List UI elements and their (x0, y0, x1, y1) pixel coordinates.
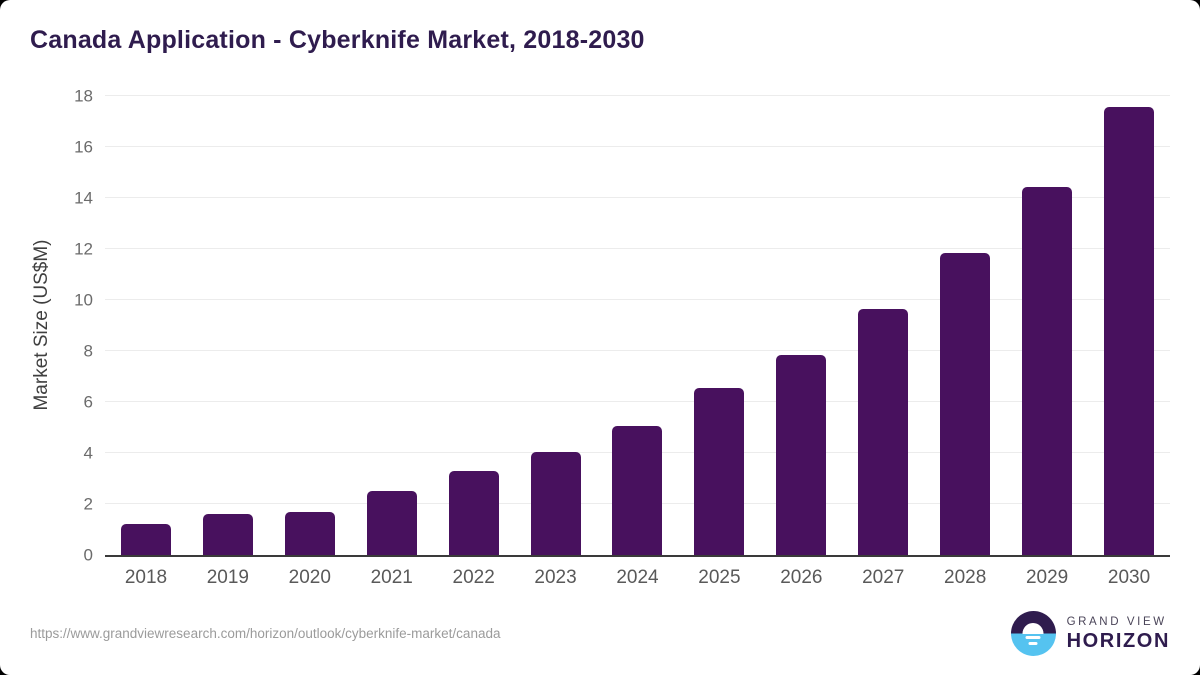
bar-slot-2026 (760, 96, 842, 555)
bar-slot-2022 (433, 96, 515, 555)
horizon-sunrise-icon (1010, 611, 1056, 656)
bar-slot-2020 (269, 96, 351, 555)
bar-2026 (776, 354, 827, 555)
bar-slot-2027 (842, 96, 924, 555)
bar-slot-2018 (105, 96, 187, 555)
x-tick-label-2021: 2021 (370, 567, 413, 588)
y-tick-label-0: 0 (83, 545, 93, 565)
bar-slot-2029 (1006, 96, 1088, 555)
x-tick-label-2018: 2018 (124, 567, 168, 588)
bar-slot-2019 (187, 96, 269, 555)
bar-slot-2021 (351, 96, 433, 555)
x-tick-label-2020: 2020 (288, 567, 331, 588)
bar-2022 (448, 470, 499, 555)
y-tick-label-10: 10 (74, 290, 93, 310)
y-tick-label-4: 4 (83, 443, 93, 463)
plot-area: 0 2 4 6 8 10 12 14 16 18 (74, 88, 1170, 564)
chart-title: Canada Application - Cyberknife Market, … (30, 26, 645, 54)
bar-slot-2028 (924, 96, 1006, 555)
bar-2023 (530, 451, 581, 555)
y-tick-label-18: 18 (74, 86, 93, 106)
x-tick-label-2026: 2026 (780, 567, 823, 588)
x-tick-label-2025: 2025 (698, 567, 741, 588)
y-tick-label-16: 16 (74, 137, 93, 157)
gridline-14 (105, 197, 1170, 198)
x-tick-label-2030: 2030 (1107, 567, 1151, 588)
bar-2021 (366, 491, 417, 555)
bar-2020 (284, 511, 335, 555)
gridline-12 (105, 248, 1170, 250)
logo-product-name: HORIZON (1066, 630, 1170, 652)
bar-2018 (120, 524, 171, 555)
sun-reflection-line (1028, 642, 1038, 645)
gridline-6 (105, 401, 1170, 403)
logo-brand-name: GRAND VIEW (1066, 616, 1167, 628)
bar-2019 (202, 514, 253, 555)
bar-slot-2023 (515, 96, 597, 555)
bar-2028 (940, 252, 991, 555)
sun-icon (1022, 623, 1044, 634)
y-axis-title: Market Size (US$M) (31, 239, 52, 411)
bar-slot-2025 (678, 96, 760, 555)
gridline-8 (105, 350, 1170, 351)
x-axis-labels: 2018 2019 2020 2021 2022 2023 2024 2025 2026 2027… (105, 567, 1170, 589)
grand-view-horizon-logo: GRAND VIEW HORIZON (1010, 611, 1170, 656)
bar-2029 (1022, 186, 1073, 555)
bars (105, 96, 1170, 555)
x-tick-label-2019: 2019 (206, 567, 250, 588)
gridline-10 (105, 299, 1170, 300)
x-tick-label-2024: 2024 (616, 567, 659, 588)
gridline-18 (105, 95, 1170, 96)
x-tick-label-2022: 2022 (452, 567, 495, 588)
bar-2025 (694, 387, 745, 555)
chart: Market Size (US$M) 0 2 4 6 8 10 12 14 16 18 2018 2… (30, 88, 1170, 589)
gridline-16 (105, 146, 1170, 147)
bar-2030 (1104, 107, 1155, 555)
bar-slot-2030 (1088, 96, 1170, 555)
header: Canada Application - Cyberknife Market, … (30, 24, 1170, 56)
x-tick-label-2028: 2028 (944, 567, 987, 588)
y-tick-label-12: 12 (74, 239, 93, 259)
y-tick-label-6: 6 (83, 392, 93, 412)
bar-2024 (612, 426, 663, 555)
bar-2027 (858, 308, 909, 555)
footer: https://www.grandviewresearch.com/horizo… (30, 611, 1170, 656)
y-tick-label-8: 8 (83, 341, 93, 361)
x-tick-label-2027: 2027 (862, 567, 905, 588)
plot-outer: 0 2 4 6 8 10 12 14 16 18 2018 2019 2020 2021 2022 2023… (74, 88, 1170, 589)
x-tick-label-2023: 2023 (534, 567, 577, 588)
y-tick-label-2: 2 (83, 494, 93, 514)
sun-reflection-line (1025, 636, 1041, 639)
source-url: https://www.grandviewresearch.com/horizo… (30, 626, 501, 641)
logo-text: GRAND VIEW HORIZON (1067, 615, 1170, 652)
bar-slot-2024 (597, 96, 679, 555)
x-tick-label-2029: 2029 (1025, 567, 1069, 588)
y-tick-label-14: 14 (74, 188, 93, 208)
